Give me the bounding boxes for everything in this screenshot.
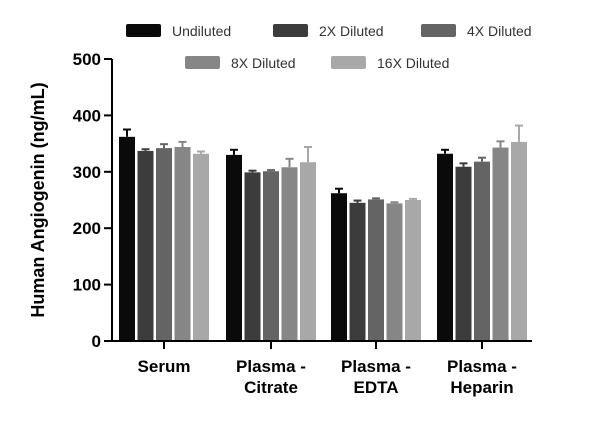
y-tick-label: 200 <box>73 219 101 238</box>
x-axis: Serum Plasma -Citrate Plasma -EDTA Plasma -… <box>112 340 532 397</box>
bar <box>349 202 366 341</box>
legend-label: 16X Diluted <box>377 55 449 71</box>
legend-label: 2X Diluted <box>319 23 384 39</box>
legend-label: Undiluted <box>172 23 231 39</box>
bar <box>437 153 453 341</box>
y-tick-label: 0 <box>92 332 101 351</box>
bars <box>119 124 527 341</box>
x-category-label: Plasma -Citrate <box>236 357 306 397</box>
bar <box>300 162 316 341</box>
legend-swatch <box>185 56 220 69</box>
bar <box>174 146 191 341</box>
y-tick-label: 300 <box>73 163 101 182</box>
bar <box>474 161 490 341</box>
bar <box>263 171 279 341</box>
x-category-label: Plasma -Heparin <box>447 357 517 397</box>
legend: Undiluted 2X Diluted 4X Diluted 8X Diluted 1… <box>126 23 532 71</box>
bar <box>137 150 154 341</box>
bar <box>386 203 403 341</box>
bar <box>492 147 509 341</box>
legend-label: 4X Diluted <box>467 23 532 39</box>
y-tick-label: 100 <box>73 276 101 295</box>
bar <box>119 136 135 341</box>
legend-swatch <box>421 24 456 37</box>
bar <box>193 153 209 341</box>
bar <box>368 199 384 341</box>
bar <box>511 141 527 341</box>
bar <box>405 200 421 341</box>
legend-swatch <box>273 24 308 37</box>
y-tick-label: 400 <box>73 106 101 125</box>
legend-swatch <box>331 56 366 69</box>
y-axis: 0 100 200 300 400 500 <box>73 50 113 351</box>
bar <box>281 167 298 341</box>
y-tick-label: 500 <box>73 50 101 69</box>
y-axis-title: Human Angiogenin (ng/mL) <box>28 82 48 317</box>
legend-swatch <box>126 24 161 37</box>
bar <box>244 172 261 341</box>
bar <box>331 193 347 341</box>
x-category-label: Serum <box>138 357 191 376</box>
legend-label: 8X Diluted <box>231 55 296 71</box>
bar <box>226 154 242 341</box>
bar <box>455 166 472 341</box>
x-category-label: Plasma -EDTA <box>341 357 411 397</box>
bar <box>156 148 172 341</box>
